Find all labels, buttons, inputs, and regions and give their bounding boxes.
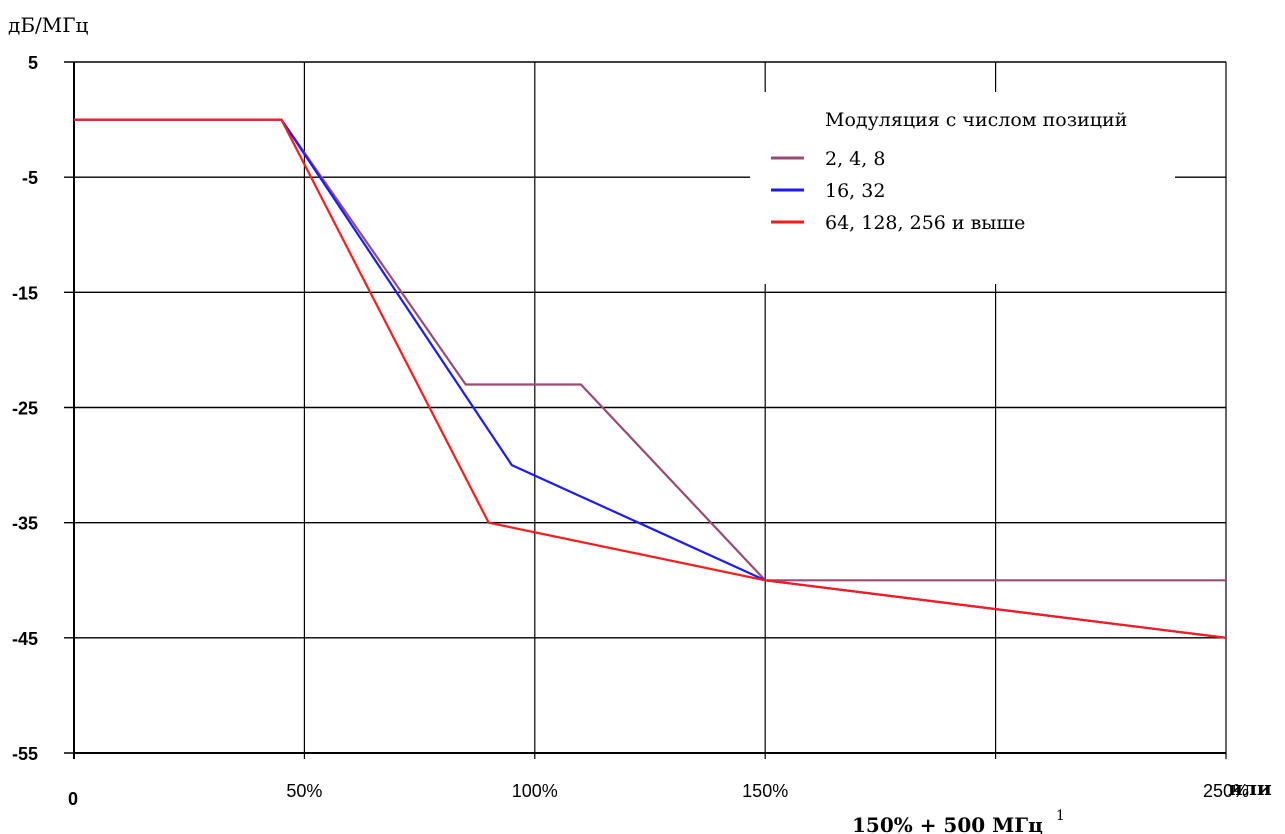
y-tick-label: -35: [12, 514, 38, 534]
legend-background: [750, 92, 1175, 284]
y-tick-label: -5: [22, 168, 38, 188]
x-extra-label: или 150% + 500 МГц 1: [852, 776, 1272, 834]
series-lines: [74, 118, 1227, 639]
axes: [73, 62, 1226, 759]
x-tick-label: 50%: [286, 781, 322, 801]
legend-label: 2, 4, 8: [825, 148, 885, 170]
legend-title: Модуляция с числом позиций: [825, 109, 1127, 131]
x-extra-label-main: 150% + 500 МГц 1: [852, 808, 1065, 834]
legend-items: 2, 4, 8 16, 32 64, 128, 256 и выше: [771, 148, 1025, 234]
x-extra-label-or: или: [1228, 776, 1272, 800]
y-tick-label: -45: [12, 629, 38, 649]
x-tick-label: 250%: [1203, 781, 1249, 801]
x-extra-label-main-text: 150% + 500 МГц: [852, 813, 1043, 834]
legend-label: 16, 32: [825, 180, 885, 202]
y-tick-label: 5: [28, 53, 38, 73]
x-tick-label: 0: [68, 789, 78, 809]
legend-label: 64, 128, 256 и выше: [825, 212, 1025, 234]
y-tick-label: -25: [12, 399, 38, 419]
legend: Модуляция с числом позиций 2, 4, 8 16, 32…: [750, 92, 1175, 284]
x-tick-label: 100%: [512, 781, 558, 801]
x-tick-label: 150%: [742, 781, 788, 801]
y-tick-label: -55: [12, 744, 38, 764]
x-extra-label-sup: 1: [1056, 808, 1065, 824]
series-line: [74, 118, 1227, 639]
y-axis-label: дБ/МГц: [8, 13, 88, 37]
y-tick-label: -15: [12, 283, 38, 303]
y-tick-labels: 5 -5 -15 -25 -35 -45 -55: [12, 53, 38, 764]
x-tick-labels: 0 50% 100% 150% 250%: [68, 781, 1249, 809]
